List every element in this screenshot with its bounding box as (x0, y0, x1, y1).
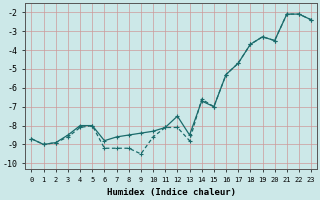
X-axis label: Humidex (Indice chaleur): Humidex (Indice chaleur) (107, 188, 236, 197)
